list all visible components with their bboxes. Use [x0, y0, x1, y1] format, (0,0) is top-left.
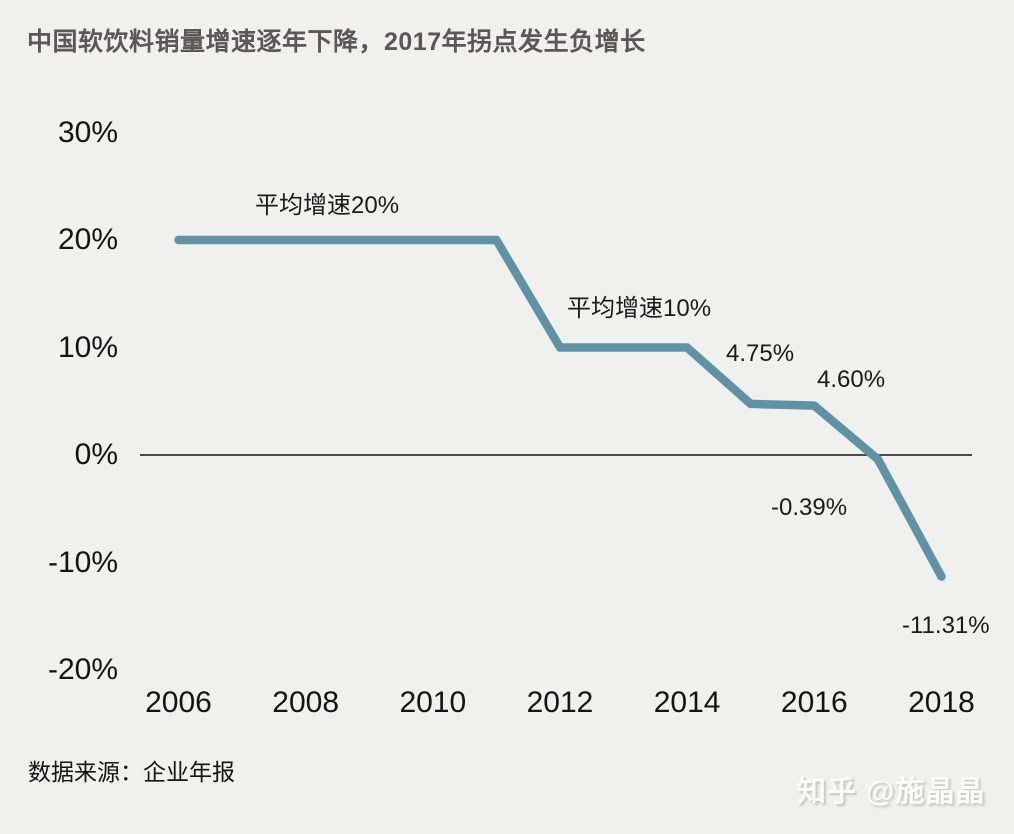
chart-title: 中国软饮料销量增速逐年下降，2017年拐点发生负增长 — [27, 28, 646, 56]
x-tick-2012: 2012 — [526, 686, 594, 719]
x-tick-2014: 2014 — [653, 686, 721, 719]
y-tick-0%: 0% — [74, 438, 118, 471]
y-tick-30%: 30% — [57, 115, 118, 149]
y-tick-20%: 20% — [57, 223, 118, 256]
x-tick-2008: 2008 — [272, 686, 340, 719]
x-tick-2010: 2010 — [399, 686, 467, 719]
annotation-0: 平均增速20% — [255, 192, 400, 219]
annotation-3: 4.60% — [817, 366, 886, 393]
growth-rate-line — [174, 235, 946, 581]
x-tick-2006: 2006 — [145, 686, 212, 719]
y-tick-10%: 10% — [57, 330, 118, 364]
annotation-2: 4.75% — [726, 340, 795, 367]
annotation-5: -11.31% — [902, 612, 990, 639]
y-tick--10%: -10% — [47, 545, 118, 579]
y-tick--20%: -20% — [47, 653, 118, 686]
x-tick-2016: 2016 — [780, 686, 848, 719]
zhihu-watermark: 知乎 @施晶晶 — [797, 776, 986, 808]
x-tick-2018: 2018 — [908, 686, 975, 719]
annotation-4: -0.39% — [771, 494, 848, 521]
data-source-note: 数据来源：企业年报 — [28, 759, 235, 785]
annotation-1: 平均增速10% — [567, 295, 712, 322]
